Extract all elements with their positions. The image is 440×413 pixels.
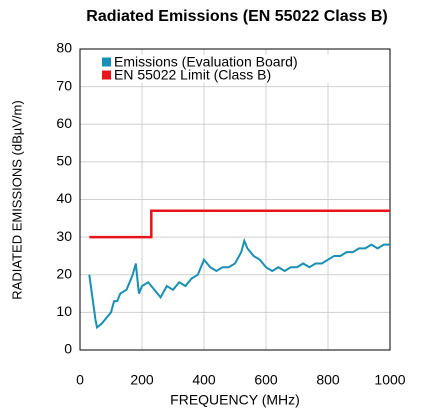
x-tick-label: 600	[254, 372, 278, 388]
y-tick-label: 30	[56, 228, 72, 244]
legend-label: EN 55022 Limit (Class B)	[114, 67, 271, 83]
x-tick-label: 0	[76, 372, 84, 388]
chart-title: Radiated Emissions (EN 55022 Class B)	[86, 8, 387, 25]
x-tick-label: 1000	[374, 372, 405, 388]
y-tick-label: 60	[56, 115, 72, 131]
x-tick-label: 200	[130, 372, 154, 388]
x-axis-label: FREQUENCY (MHz)	[170, 392, 300, 408]
y-tick-label: 50	[56, 153, 72, 169]
y-tick-label: 70	[56, 77, 72, 93]
y-axis-label: RADIATED EMISSIONS (dBµV/m)	[9, 100, 24, 299]
series-line	[88, 237, 390, 330]
y-tick-label: 20	[56, 265, 72, 281]
y-tick-label: 0	[64, 341, 72, 357]
y-tick-label: 80	[56, 40, 72, 56]
y-tick-label: 10	[56, 303, 72, 319]
plot-frame	[79, 48, 391, 351]
legend-swatch	[102, 70, 111, 80]
x-tick-label: 400	[192, 372, 216, 388]
legend-box	[98, 55, 356, 83]
series-line	[89, 209, 390, 239]
legend-swatch	[102, 57, 111, 67]
y-tick-label: 40	[56, 190, 72, 206]
x-tick-label: 800	[316, 372, 340, 388]
legend-label: Emissions (Evaluation Board)	[114, 54, 298, 70]
